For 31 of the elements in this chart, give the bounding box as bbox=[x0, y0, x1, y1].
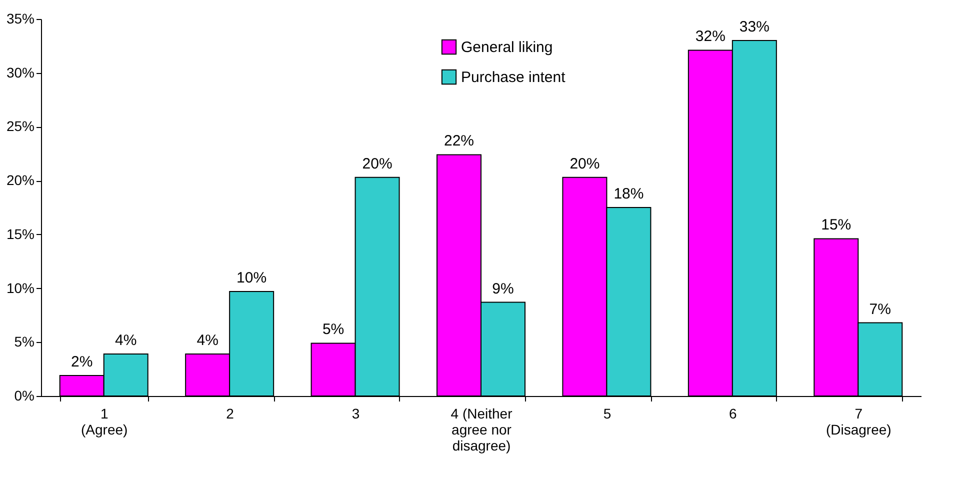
data-label: 7% bbox=[869, 300, 891, 318]
data-label: 22% bbox=[444, 132, 474, 150]
y-tick-label: 5% bbox=[14, 334, 34, 350]
data-label: 18% bbox=[614, 186, 644, 202]
data-label: 4% bbox=[115, 332, 137, 349]
data-label: 32% bbox=[695, 28, 726, 46]
data-label: 15% bbox=[821, 216, 852, 234]
data-label: 4% bbox=[196, 332, 218, 349]
y-tick-label: 10% bbox=[6, 280, 34, 296]
x-tick-label: 3 bbox=[352, 406, 360, 422]
data-label: 2% bbox=[71, 354, 93, 371]
x-tick-label: 6 bbox=[729, 406, 738, 422]
data-label: 9% bbox=[492, 280, 514, 298]
y-tick-label: 30% bbox=[6, 64, 34, 80]
data-label: 20% bbox=[570, 155, 600, 172]
x-tick-label: 1 (Agree) bbox=[81, 406, 128, 438]
legend-label: General liking bbox=[461, 39, 553, 56]
y-tick-label: 20% bbox=[6, 172, 34, 188]
data-label: 20% bbox=[362, 155, 392, 172]
y-tick-label: 15% bbox=[6, 226, 34, 242]
x-tick-label: 4 (Neither agree nor disagree) bbox=[450, 406, 513, 454]
data-label: 10% bbox=[236, 270, 267, 287]
y-tick-label: 0% bbox=[14, 388, 34, 404]
x-tick-label: 5 bbox=[603, 406, 612, 422]
x-tick-label: 2 bbox=[226, 406, 234, 422]
x-tick-label: 7 (Disagree) bbox=[826, 406, 892, 438]
legend-label: Purchase intent bbox=[461, 69, 566, 86]
data-label: 33% bbox=[739, 18, 770, 36]
y-tick-label: 35% bbox=[6, 10, 34, 26]
data-label: 5% bbox=[322, 321, 344, 338]
y-tick-label: 25% bbox=[6, 118, 34, 134]
